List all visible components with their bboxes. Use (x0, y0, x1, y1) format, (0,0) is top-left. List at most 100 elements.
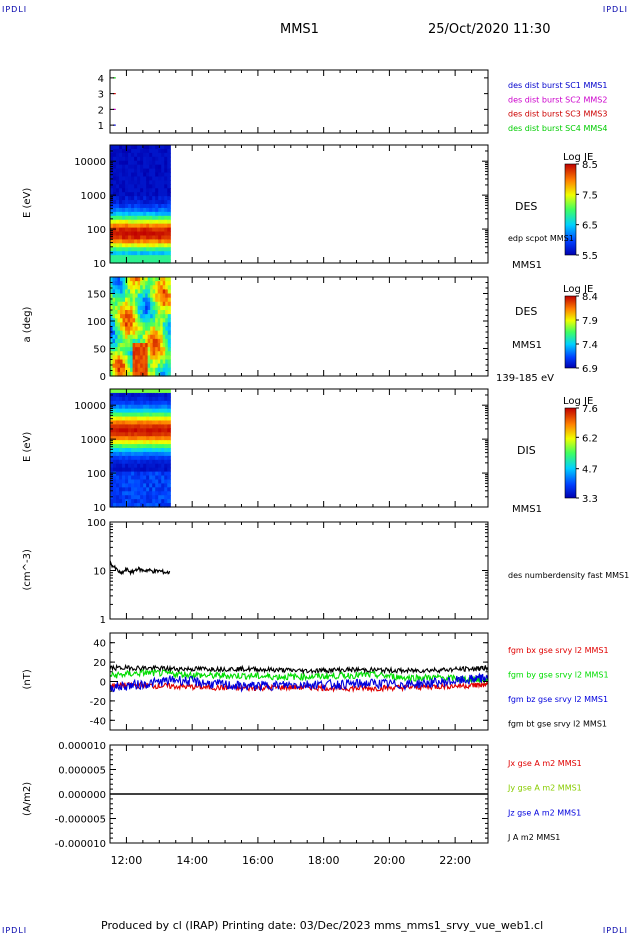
bfield-y-tick: 40 (93, 639, 106, 650)
dis-energy-cell (116, 428, 120, 433)
dis-energy-cell (110, 487, 114, 492)
des-energy-cell (152, 184, 156, 189)
des-energy-cell (122, 192, 126, 197)
des-pitch-cell (132, 343, 136, 348)
dis-energy-cell (161, 471, 165, 477)
des-energy-cell (119, 219, 123, 225)
dis-energy-cell (131, 389, 135, 394)
des-pitch-cell (115, 355, 119, 361)
des-energy-cell (128, 207, 132, 213)
dis-energy-cell (131, 432, 135, 437)
des-pitch-cell (162, 330, 166, 336)
des-pitch-cell (140, 301, 144, 307)
des-energy-cell (125, 168, 129, 174)
des-pitch-cell (157, 305, 161, 311)
des-pitch-cell (155, 293, 159, 299)
dis-energy-cell (113, 389, 117, 394)
dis-energy-cell (137, 459, 141, 465)
dis-energy-cell (164, 408, 168, 414)
dis-energy-cell (110, 451, 114, 457)
des-energy-cell (155, 231, 159, 237)
des-energy-cell (125, 148, 129, 154)
dis-energy-cell (158, 416, 162, 422)
des-energy-cell (152, 231, 156, 237)
des-energy-cell (119, 239, 123, 244)
des-energy-cell (155, 235, 159, 240)
dis-energy-cell (131, 491, 135, 496)
des-energy-cell (122, 259, 126, 264)
des-pitch-cell (122, 343, 126, 348)
des-pitch-species-label: DES (515, 305, 537, 318)
dis-energy-cell (149, 495, 153, 500)
des-energy-cell (167, 207, 171, 213)
des-energy-cell (152, 223, 156, 229)
dis-energy-cell (140, 451, 144, 457)
des-pitch-cell (145, 297, 149, 303)
des-energy-cell (137, 231, 141, 237)
dis-energy-cell (146, 440, 150, 445)
des-energy-cell (143, 231, 147, 237)
des-energy-cell (155, 176, 159, 181)
des-energy-cell (164, 184, 168, 189)
des-pitch-cell (117, 363, 121, 369)
x-axis-tick-label: 14:00 (176, 854, 208, 867)
des-pitch-cell (135, 318, 139, 323)
des-energy-cell (161, 231, 165, 237)
dis-energy-cell (158, 487, 162, 492)
dis-energy-cell (149, 491, 153, 496)
logo-bottom-right: IPDLI (602, 926, 628, 935)
des-pitch-cell (122, 293, 126, 299)
dis-energy-cell (149, 471, 153, 477)
dis-energy-cell (116, 495, 120, 500)
des-pitch-cell (140, 347, 144, 352)
des-energy-cell (149, 255, 153, 260)
dis-energy-cell (140, 396, 144, 402)
des-pitch-cell (117, 347, 121, 352)
des-pitch-cell (122, 314, 126, 319)
des-pitch-cell (147, 314, 151, 319)
dis-energy-cell (122, 412, 126, 418)
des-energy-cell (122, 168, 126, 174)
des-pitch-cell (110, 281, 114, 286)
des-energy-cell (152, 192, 156, 197)
des-pitch-cell (150, 359, 154, 365)
des-energy-cell (149, 215, 153, 221)
dis-energy-cell (158, 436, 162, 441)
dis-energy-cell (155, 483, 159, 488)
des-pitch-y-label: a (deg) (22, 306, 33, 342)
des-pitch-cell (162, 285, 166, 290)
des-pitch-cell (142, 334, 146, 340)
bfield-y-tick: -40 (90, 716, 106, 727)
des-pitch-cell (142, 326, 146, 332)
des-pitch-cell (152, 367, 156, 373)
des-pitch-cell (127, 330, 131, 336)
des-pitch-cell (112, 293, 116, 299)
dis-energy-cell (128, 459, 132, 465)
des-pitch-cell (162, 301, 166, 307)
des-energy-cell (161, 172, 165, 178)
des-pitch-cell (167, 289, 171, 295)
des-pitch-cell (130, 367, 134, 373)
des-energy-cell (143, 211, 147, 217)
des-pitch-cell (130, 338, 134, 344)
des-pitch-cell (120, 367, 124, 373)
des-pitch-cell (165, 318, 169, 323)
des-pitch-cell (110, 371, 114, 377)
dis-energy-cell (149, 463, 153, 469)
des-energy-cell (158, 235, 162, 240)
des-pitch-cell (145, 351, 149, 356)
des-pitch-cell (132, 367, 136, 373)
des-pitch-cell (120, 293, 124, 299)
des-pitch-cell (147, 330, 151, 336)
dis-energy-cell (131, 444, 135, 449)
dis-energy-cell (164, 451, 168, 457)
des-pitch-cell (160, 281, 164, 286)
des-pitch-cell (167, 305, 171, 311)
dis-energy-cell (110, 475, 114, 481)
des-energy-cell (164, 192, 168, 197)
des-pitch-cell (120, 334, 124, 340)
dis-energy-cell (140, 503, 144, 508)
des-energy-cell (119, 223, 123, 229)
des-pitch-cell (117, 293, 121, 299)
logo-top-left: IPDLI (2, 5, 28, 14)
